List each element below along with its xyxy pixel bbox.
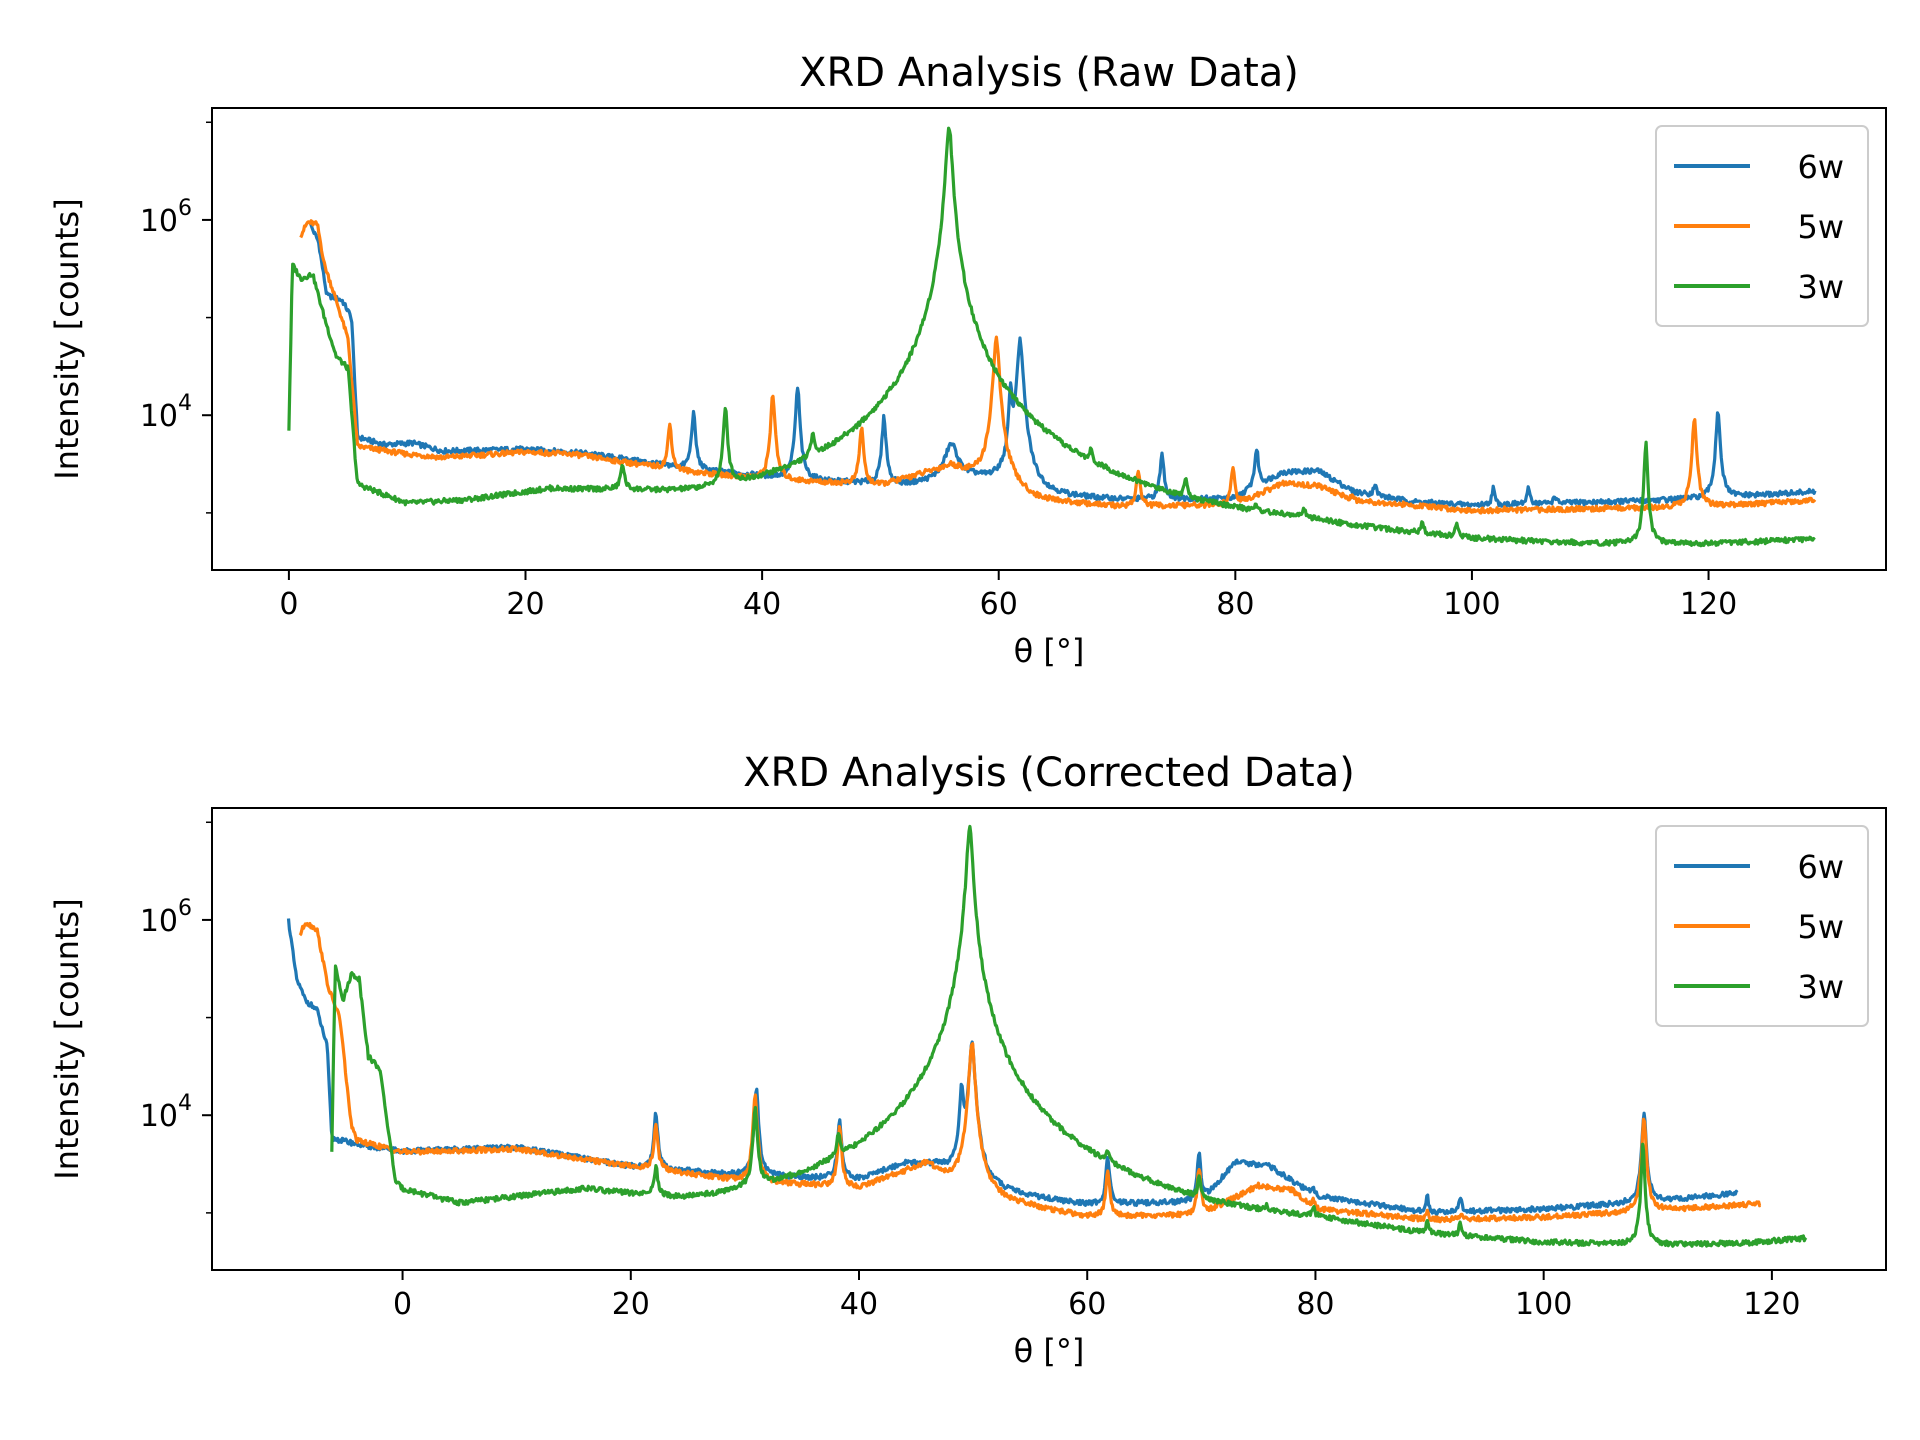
legend-label: 6w (1797, 148, 1844, 186)
x-tick-label: 20 (612, 1287, 650, 1322)
legend-label: 3w (1797, 268, 1844, 306)
legend-label: 6w (1797, 848, 1844, 886)
x-tick-label: 80 (1216, 587, 1254, 622)
raw-data-panel: XRD Analysis (Raw Data) 0 20 40 60 80 100 120 10… (48, 50, 1887, 670)
y-tick-label: 104 (140, 1091, 192, 1134)
series-line-6w (309, 223, 1817, 509)
legend: 6w 5w 3w (1655, 825, 1869, 1027)
x-tick-label: 60 (1068, 1287, 1106, 1322)
x-axis-label: θ [°] (1014, 1332, 1085, 1370)
x-tick-label: 60 (980, 587, 1018, 622)
legend-box (1655, 825, 1869, 1027)
x-tick-label: 40 (743, 587, 781, 622)
series-line-5w (299, 219, 1817, 515)
x-tick-label: 80 (1296, 1287, 1334, 1322)
y-tick-label: 106 (140, 196, 192, 239)
chart-title: XRD Analysis (Corrected Data) (743, 750, 1355, 796)
chart-title: XRD Analysis (Raw Data) (799, 50, 1299, 96)
plot-frame (211, 807, 1887, 1271)
legend: 6w 5w 3w (1655, 125, 1869, 327)
series-group (287, 126, 1817, 548)
y-tick-label: 104 (140, 391, 192, 434)
plot-frame (211, 107, 1887, 571)
legend-label: 3w (1797, 968, 1844, 1006)
series-group (286, 824, 1808, 1248)
x-tick-label: 100 (1443, 587, 1500, 622)
x-axis-label: θ [°] (1014, 632, 1085, 670)
legend-box (1655, 125, 1869, 327)
y-tick-label: 106 (140, 896, 192, 939)
series-line-3w (330, 824, 1808, 1248)
series-line-5w (298, 921, 1762, 1224)
y-axis-label: Intensity [counts] (48, 198, 86, 479)
x-tick-label: 120 (1743, 1287, 1800, 1322)
legend-label: 5w (1797, 908, 1844, 946)
x-tick-label: 0 (393, 1287, 412, 1322)
x-tick-label: 0 (279, 587, 298, 622)
x-tick-label: 20 (506, 587, 544, 622)
corrected-data-panel: XRD Analysis (Corrected Data) 0 20 40 60 80 10… (48, 750, 1887, 1370)
x-tick-label: 120 (1680, 587, 1737, 622)
x-tick-label: 100 (1515, 1287, 1572, 1322)
x-tick-label: 40 (840, 1287, 878, 1322)
legend-label: 5w (1797, 208, 1844, 246)
y-axis-label: Intensity [counts] (48, 898, 86, 1179)
series-line-3w (287, 126, 1816, 548)
